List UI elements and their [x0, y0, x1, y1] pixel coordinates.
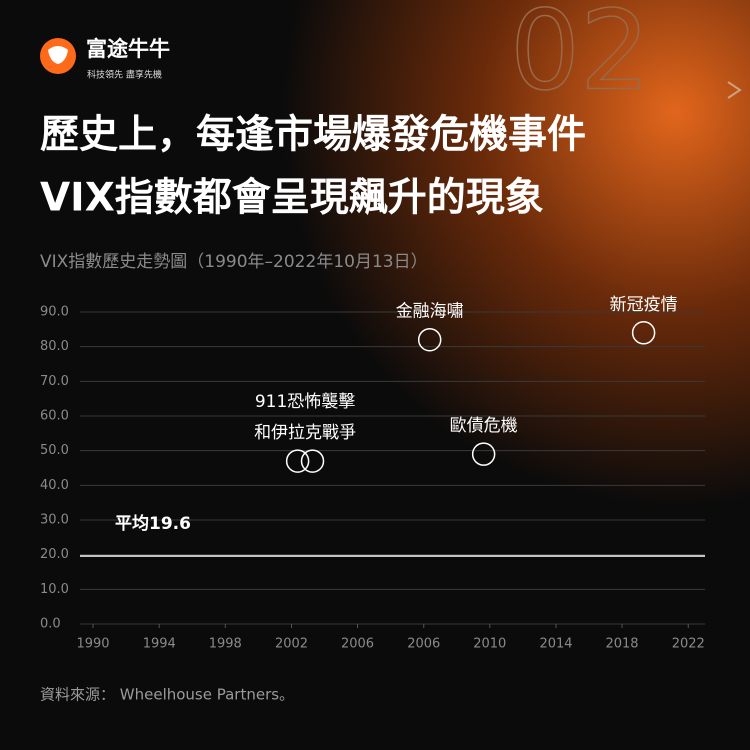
average-label: 平均19.6 [115, 513, 191, 534]
source: 資料來源： Wheelhouse Partners。 [40, 686, 294, 704]
x-tick-label: 1998 [209, 637, 242, 652]
brand-tagline: 科技領先 盡享先機 [87, 69, 162, 81]
y-tick-label: 90.0 [40, 305, 69, 320]
y-tick-label: 80.0 [40, 339, 69, 354]
y-tick-label: 70.0 [40, 374, 69, 389]
x-tick-label: 2014 [539, 637, 572, 652]
annotation-circle [631, 321, 656, 345]
brand-name: 富途牛牛 [86, 37, 170, 61]
y-tick-label: 30.0 [40, 513, 69, 528]
annotation-label: 金融海嘯 [396, 302, 464, 322]
y-tick-label: 0.0 [40, 617, 61, 632]
headline: VIX指數都會呈現飆升的現象 [40, 176, 544, 221]
x-tick-label: 2010 [473, 637, 506, 652]
arrow-icon [727, 81, 742, 99]
y-tick-label: 50.0 [40, 443, 69, 458]
x-tick-label: 2018 [605, 637, 638, 652]
y-tick-label: 10.0 [40, 582, 69, 597]
badge: 02 [510, 0, 650, 114]
x-tick-label: 2006 [407, 637, 440, 652]
annotation-label: 歐債危機 [450, 416, 518, 436]
chart-title: VIX指數歷史走勢圖（1990年–2022年10月13日） [40, 252, 428, 272]
annotation-circle [471, 442, 496, 466]
annotation-circle [300, 449, 325, 473]
y-tick-label: 20.0 [40, 547, 69, 562]
x-tick-label: 2006 [341, 637, 374, 652]
logo-icon [48, 46, 68, 64]
x-tick-label: 2002 [275, 637, 308, 652]
x-tick-label: 1990 [76, 637, 109, 652]
annotation-label: 和伊拉克戰爭 [254, 423, 356, 443]
y-tick-label: 40.0 [40, 478, 69, 493]
headline: 歷史上，每逢市場爆發危機事件 [40, 113, 586, 158]
annotation-circle [417, 327, 442, 352]
annotation-label: 新冠疫情 [610, 295, 678, 315]
annotation-label: 911恐怖襲擊 [255, 392, 355, 412]
annotation-circle [285, 449, 310, 473]
x-tick-label: 1994 [143, 637, 176, 652]
x-tick-label: 2022 [672, 637, 705, 652]
y-tick-label: 60.0 [40, 409, 69, 424]
